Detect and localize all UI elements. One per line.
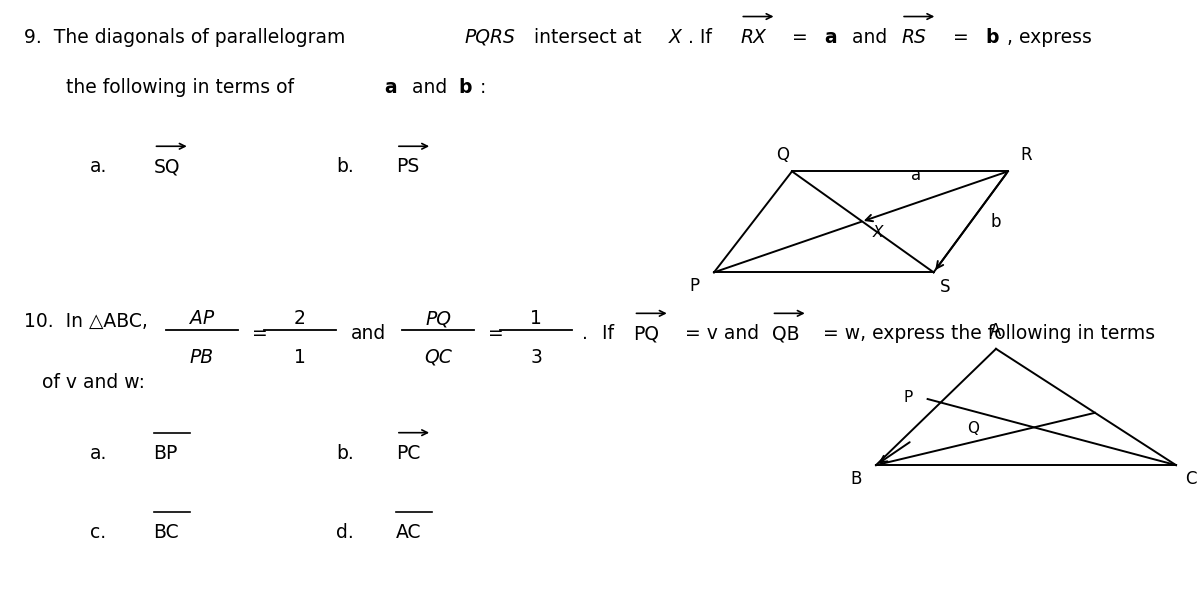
Text: a: a — [384, 78, 397, 97]
Text: 1: 1 — [294, 348, 306, 367]
Text: X: X — [668, 28, 682, 47]
Text: B: B — [851, 470, 862, 488]
Text: QC: QC — [424, 348, 452, 367]
Text: =: = — [488, 324, 504, 343]
Text: and: and — [846, 28, 893, 47]
Text: If: If — [602, 324, 620, 343]
Text: 1: 1 — [530, 309, 542, 328]
Text: SQ: SQ — [154, 157, 180, 176]
Text: b: b — [990, 213, 1001, 231]
Text: . If: . If — [688, 28, 718, 47]
Text: BC: BC — [154, 523, 179, 542]
Text: =: = — [252, 324, 268, 343]
Text: Q: Q — [776, 146, 788, 164]
Text: PQ: PQ — [634, 324, 660, 343]
Text: R: R — [1020, 146, 1032, 164]
Text: =: = — [947, 28, 974, 47]
Text: d.: d. — [336, 523, 354, 542]
Text: intersect at: intersect at — [528, 28, 648, 47]
Text: =: = — [786, 28, 814, 47]
Text: 9.  The diagonals of parallelogram: 9. The diagonals of parallelogram — [24, 28, 352, 47]
Text: of v and w:: of v and w: — [42, 373, 145, 392]
Text: , express: , express — [1007, 28, 1092, 47]
Text: a: a — [824, 28, 838, 47]
Text: AC: AC — [396, 523, 421, 542]
Text: and: and — [406, 78, 452, 97]
Text: PQ: PQ — [425, 309, 451, 328]
Text: b.: b. — [336, 157, 354, 176]
Text: and: and — [350, 324, 385, 343]
Text: = w, express the following in terms: = w, express the following in terms — [817, 324, 1156, 343]
Text: b.: b. — [336, 444, 354, 463]
Text: a.: a. — [90, 157, 107, 176]
Text: = v and: = v and — [679, 324, 766, 343]
Text: PS: PS — [396, 157, 419, 176]
Text: C: C — [1186, 470, 1198, 488]
Text: a: a — [912, 166, 922, 184]
Text: Q: Q — [967, 421, 979, 436]
Text: b: b — [985, 28, 998, 47]
Text: QB: QB — [772, 324, 799, 343]
Text: RS: RS — [901, 28, 926, 47]
Text: PQRS: PQRS — [464, 28, 515, 47]
Text: P: P — [690, 277, 700, 295]
Text: PB: PB — [190, 348, 214, 367]
Text: S: S — [940, 278, 950, 296]
Text: AP: AP — [190, 309, 214, 328]
Text: X: X — [874, 225, 883, 240]
Text: 3: 3 — [530, 348, 542, 367]
Text: BP: BP — [154, 444, 178, 463]
Text: .: . — [582, 324, 594, 343]
Text: 10.  In △ABC,: 10. In △ABC, — [24, 312, 148, 331]
Text: P: P — [904, 390, 913, 405]
Text: a.: a. — [90, 444, 107, 463]
Text: the following in terms of: the following in terms of — [66, 78, 300, 97]
Text: PC: PC — [396, 444, 420, 463]
Text: RX: RX — [740, 28, 767, 47]
Text: A: A — [990, 322, 1002, 340]
Text: c.: c. — [90, 523, 106, 542]
Text: b: b — [458, 78, 472, 97]
Text: 2: 2 — [294, 309, 306, 328]
Text: :: : — [480, 78, 486, 97]
